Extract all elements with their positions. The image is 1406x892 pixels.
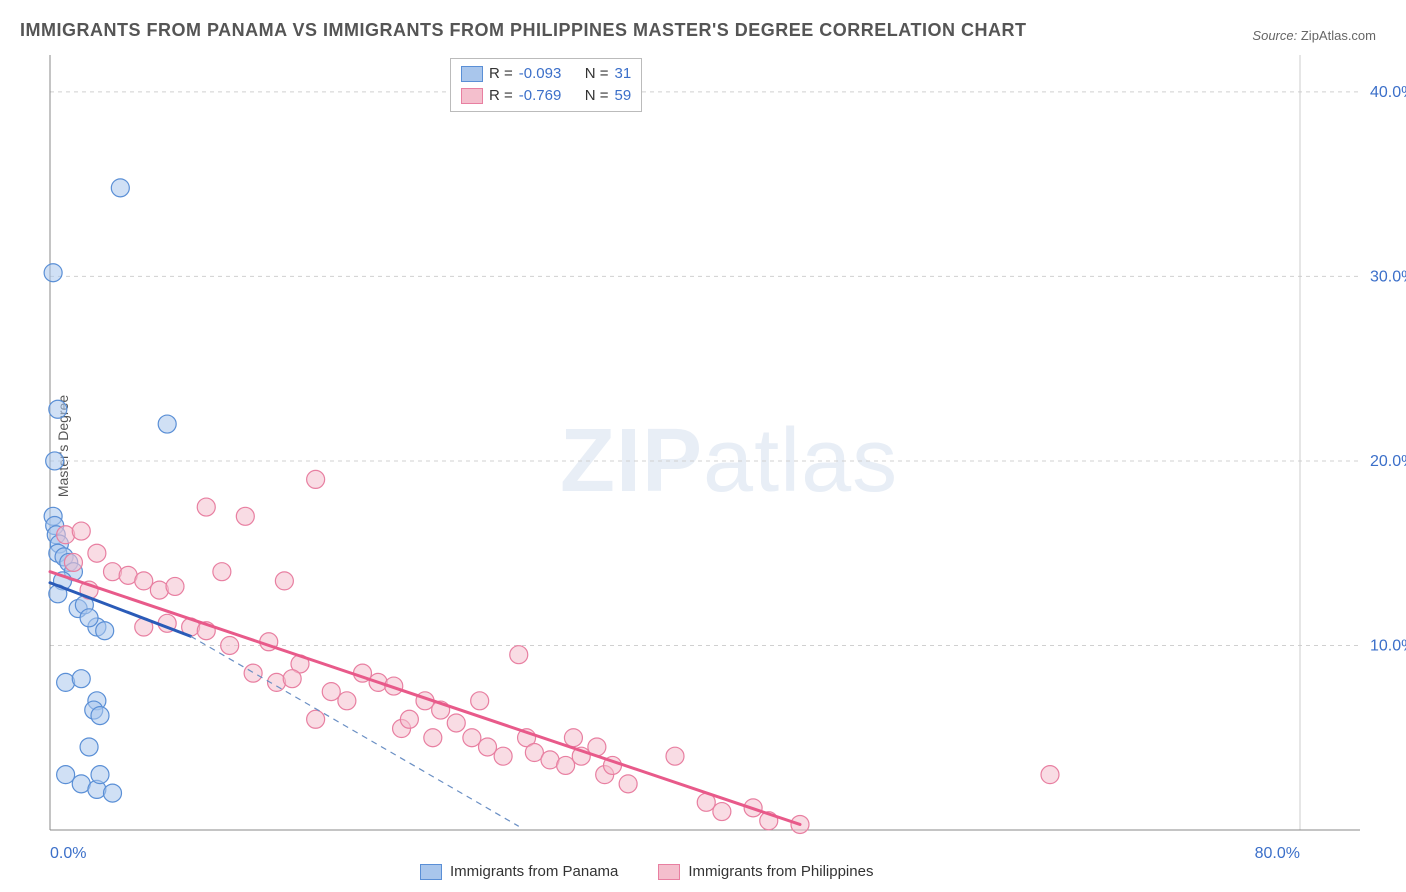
r-label: R = xyxy=(489,63,513,85)
swatch-panama xyxy=(420,864,442,880)
swatch-philippines xyxy=(461,88,483,104)
series-legend: Immigrants from Panama Immigrants from P… xyxy=(420,863,873,880)
svg-text:20.0%: 20.0% xyxy=(1370,453,1406,470)
scatter-plot: 10.0% 20.0% 30.0% 40.0% 0.0% 80.0% xyxy=(0,0,1406,892)
svg-text:0.0%: 0.0% xyxy=(50,845,86,862)
r-value: -0.093 xyxy=(519,63,579,85)
n-label: N = xyxy=(585,85,609,107)
series-label: Immigrants from Panama xyxy=(450,863,618,880)
series-label: Immigrants from Philippines xyxy=(688,863,873,880)
legend-item-philippines: Immigrants from Philippines xyxy=(658,863,873,880)
svg-text:30.0%: 30.0% xyxy=(1370,268,1406,285)
swatch-panama xyxy=(461,66,483,82)
n-value: 59 xyxy=(615,85,632,107)
correlation-legend: R = -0.093 N = 31 R = -0.769 N = 59 xyxy=(450,58,642,112)
svg-text:40.0%: 40.0% xyxy=(1370,84,1406,101)
svg-text:80.0%: 80.0% xyxy=(1255,845,1300,862)
n-value: 31 xyxy=(615,63,632,85)
r-value: -0.769 xyxy=(519,85,579,107)
svg-text:10.0%: 10.0% xyxy=(1370,637,1406,654)
legend-row-philippines: R = -0.769 N = 59 xyxy=(461,85,631,107)
swatch-philippines xyxy=(658,864,680,880)
n-label: N = xyxy=(585,63,609,85)
r-label: R = xyxy=(489,85,513,107)
legend-item-panama: Immigrants from Panama xyxy=(420,863,618,880)
legend-row-panama: R = -0.093 N = 31 xyxy=(461,63,631,85)
